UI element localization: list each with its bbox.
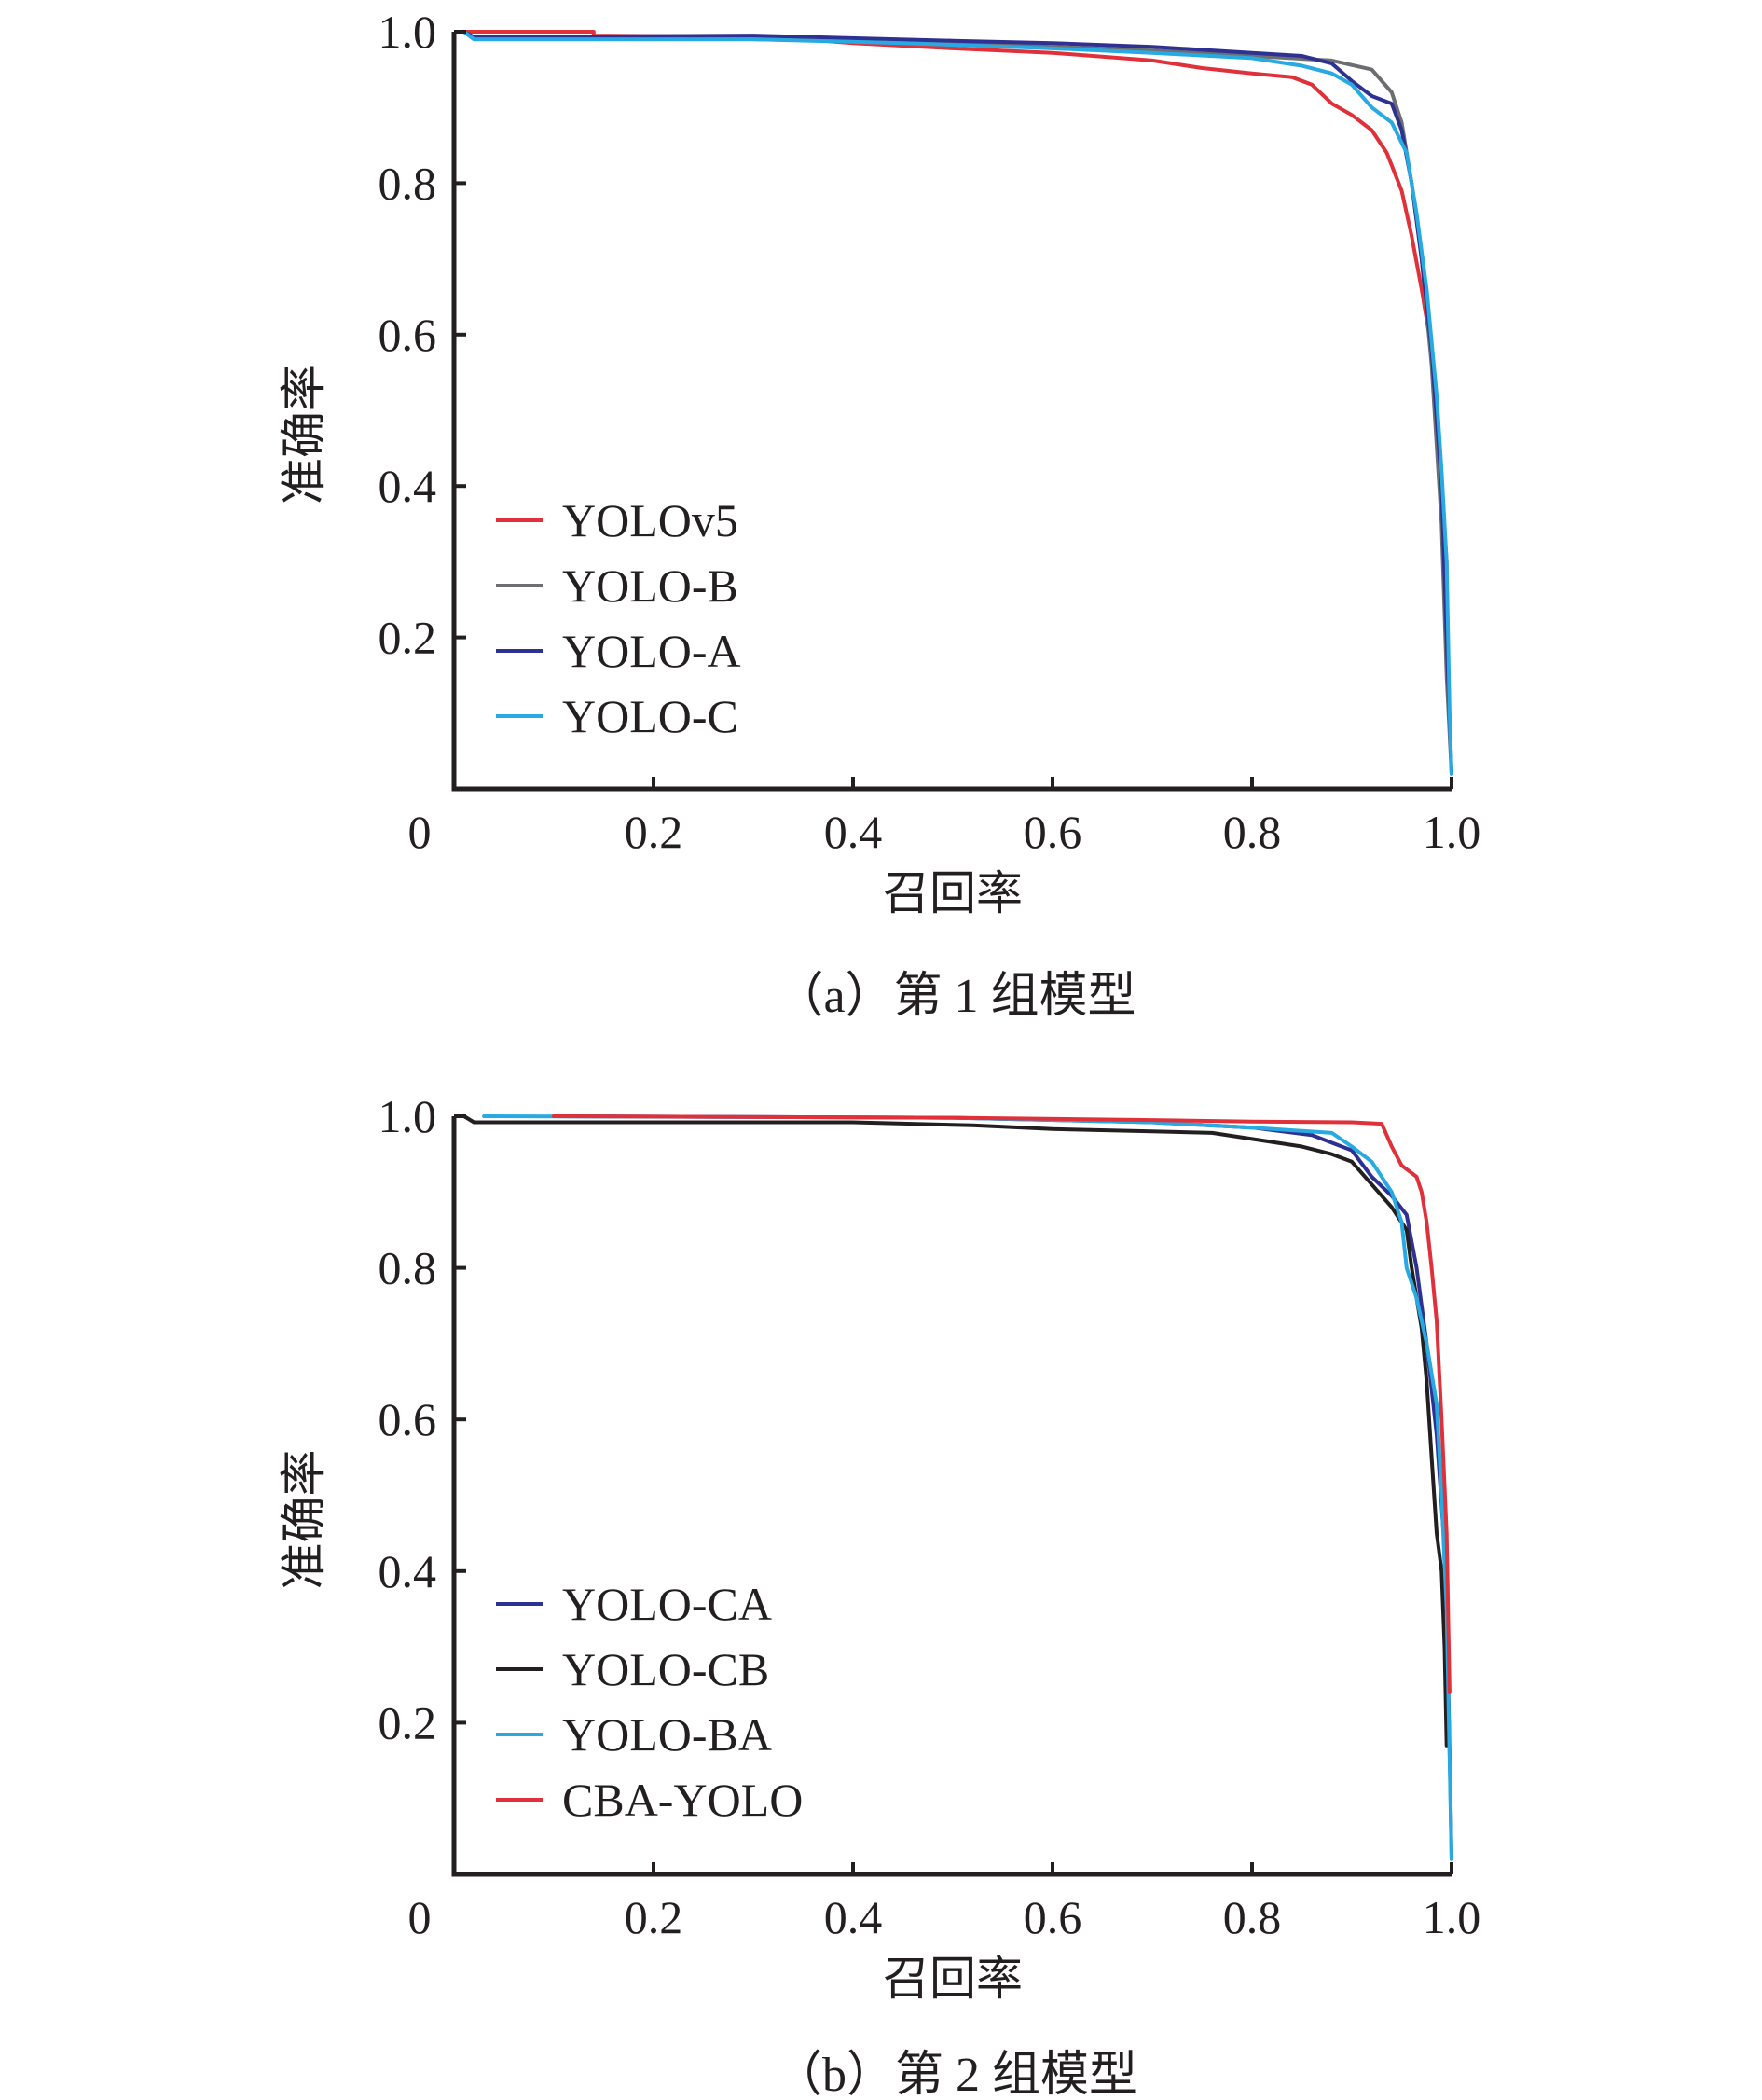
x-tick-label: 1.0	[1423, 1891, 1481, 1943]
legend-label: CBA-YOLO	[562, 1774, 803, 1826]
legend-label: YOLOv5	[562, 494, 738, 546]
y-tick-label: 0.2	[379, 1696, 437, 1748]
y-tick-label: 0.6	[379, 1393, 437, 1445]
legend-label: YOLO-CB	[562, 1643, 769, 1695]
legend-label: YOLO-C	[562, 690, 738, 742]
y-tick-label: 0.8	[379, 157, 437, 209]
y-axis-title: 准确率	[278, 1450, 330, 1590]
x-tick-label: 0.6	[1024, 1891, 1082, 1943]
series-line-cba-yolo	[552, 1114, 1452, 1694]
chart-panel-1: 0 0.2 0.4 0.6 0.8 1.0 0.2 0.4 0.6 0.8 1.0 召回率 准确率 YOL…	[278, 6, 1480, 1023]
legend-label: YOLO-B	[562, 560, 738, 612]
x-tick-label: 0	[408, 1891, 432, 1943]
legend-label: YOLO-CA	[562, 1578, 772, 1630]
y-tick-label: 0.6	[379, 309, 437, 361]
legend: YOLOv5 YOLO-B YOLO-A YOLO-C	[496, 494, 741, 742]
y-tick-label: 0.4	[379, 1545, 437, 1597]
legend-label: YOLO-BA	[562, 1708, 772, 1761]
legend: YOLO-CA YOLO-CB YOLO-BA CBA-YOLO	[496, 1578, 803, 1826]
x-axis-title: 召回率	[883, 1953, 1023, 2005]
series-line-yolo-cb	[461, 1114, 1449, 1748]
y-axis-title: 准确率	[278, 365, 330, 504]
x-axis-title: 召回率	[883, 867, 1023, 919]
series-line-yolo-c	[461, 30, 1453, 776]
x-tick-label: 0.4	[824, 1891, 883, 1943]
chart-panel-2: 0 0.2 0.4 0.6 0.8 1.0 0.2 0.4 0.6 0.8 1.0 召回率 准确率 YOL…	[278, 1090, 1480, 2100]
y-tick-label: 0.4	[379, 460, 437, 512]
x-tick-label: 0.8	[1223, 806, 1282, 858]
x-tick-label: 0	[408, 806, 432, 858]
x-tick-label: 0.8	[1223, 1891, 1282, 1943]
y-tick-label: 0.2	[379, 612, 437, 664]
x-tick-label: 0.6	[1024, 806, 1082, 858]
figure-caption: （b）第 2 组模型	[774, 2049, 1137, 2100]
legend-label: YOLO-A	[562, 625, 741, 677]
y-tick-label: 1.0	[379, 1090, 437, 1142]
series-line-yolo-ba	[482, 1114, 1453, 1861]
y-tick-label: 1.0	[379, 6, 437, 58]
x-tick-label: 1.0	[1423, 806, 1481, 858]
y-tick-label: 0.8	[379, 1242, 437, 1294]
x-tick-label: 0.4	[824, 806, 883, 858]
x-tick-label: 0.2	[625, 1891, 683, 1943]
x-tick-label: 0.2	[625, 806, 683, 858]
figure-caption: （a）第 1 组模型	[775, 970, 1136, 1023]
